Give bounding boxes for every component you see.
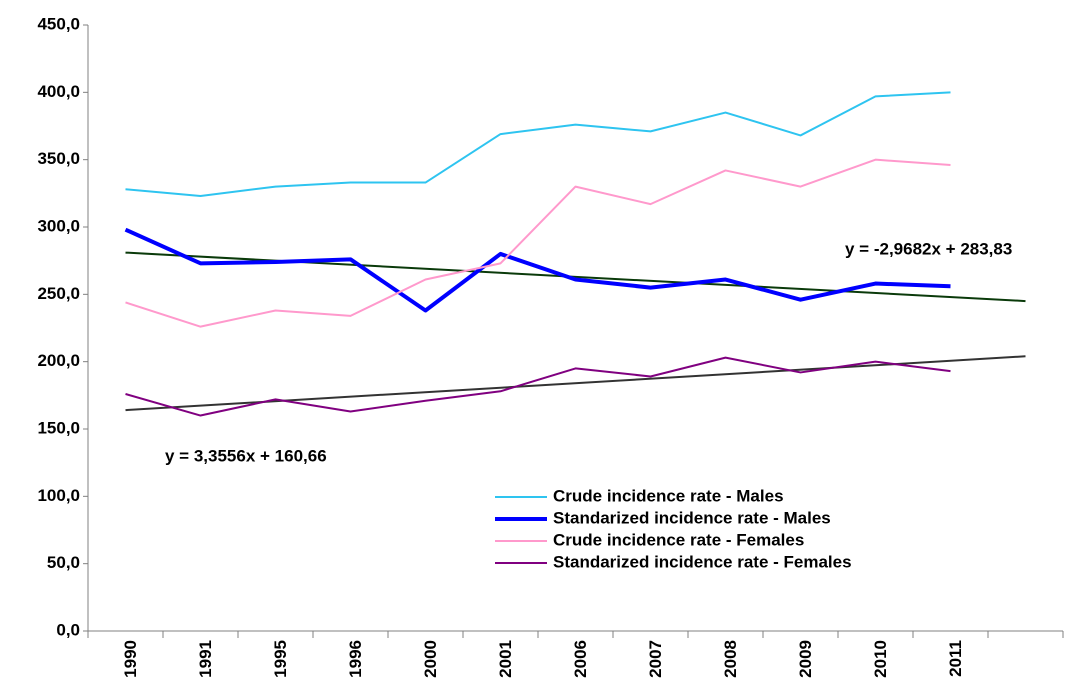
y-tick-label: 250,0 bbox=[37, 284, 80, 303]
trend-equation: y = -2,9682x + 283,83 bbox=[845, 239, 1012, 258]
x-tick-label: 2009 bbox=[796, 640, 815, 678]
x-tick-label: 1996 bbox=[346, 640, 365, 678]
x-tick-label: 2007 bbox=[646, 640, 665, 678]
trend-equation: y = 3,3556x + 160,66 bbox=[165, 446, 327, 465]
y-tick-label: 350,0 bbox=[37, 149, 80, 168]
y-tick-label: 200,0 bbox=[37, 351, 80, 370]
legend-label: Crude incidence rate - Males bbox=[553, 486, 784, 505]
series-line bbox=[125, 356, 951, 417]
x-tick-label: 2001 bbox=[496, 640, 515, 678]
x-tick-label: 2008 bbox=[721, 640, 740, 678]
y-tick-label: 100,0 bbox=[37, 486, 80, 505]
y-tick-label: 50,0 bbox=[47, 553, 80, 572]
x-tick-label: 1991 bbox=[196, 640, 215, 678]
y-tick-label: 0,0 bbox=[56, 620, 80, 639]
y-tick-label: 150,0 bbox=[37, 418, 80, 437]
x-tick-label: 2010 bbox=[871, 640, 890, 678]
series-line bbox=[125, 91, 951, 198]
trendline bbox=[125, 355, 1026, 412]
y-tick-label: 450,0 bbox=[37, 14, 80, 33]
x-tick-label: 2011 bbox=[946, 640, 965, 677]
y-tick-label: 300,0 bbox=[37, 216, 80, 235]
series-line bbox=[124, 227, 951, 313]
x-tick-label: 1995 bbox=[271, 640, 290, 678]
x-tick-label: 1990 bbox=[121, 640, 140, 678]
series-line bbox=[125, 158, 951, 328]
legend-label: Standarized incidence rate - Females bbox=[553, 552, 852, 571]
y-tick-label: 400,0 bbox=[37, 82, 80, 101]
x-tick-label: 2000 bbox=[421, 640, 440, 678]
trendline bbox=[125, 251, 1026, 303]
x-tick-label: 2006 bbox=[571, 640, 590, 678]
legend-label: Standarized incidence rate - Males bbox=[553, 508, 831, 527]
legend-label: Crude incidence rate - Females bbox=[553, 530, 804, 549]
